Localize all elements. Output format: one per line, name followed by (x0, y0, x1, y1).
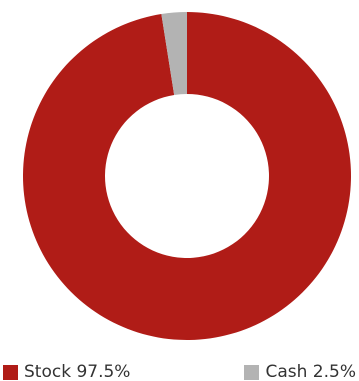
legend-item-cash: Cash 2.5% (244, 361, 356, 381)
legend-label-cash: Cash 2.5% (265, 361, 356, 381)
slice-cash (161, 12, 187, 96)
donut-slices (22, 12, 351, 340)
slice-stock (22, 12, 351, 340)
legend-swatch-cash (244, 364, 260, 380)
legend-label-stock: Stock 97.5% (24, 361, 131, 381)
legend-swatch-stock (3, 364, 18, 380)
legend-item-stock: Stock 97.5% (3, 361, 130, 381)
